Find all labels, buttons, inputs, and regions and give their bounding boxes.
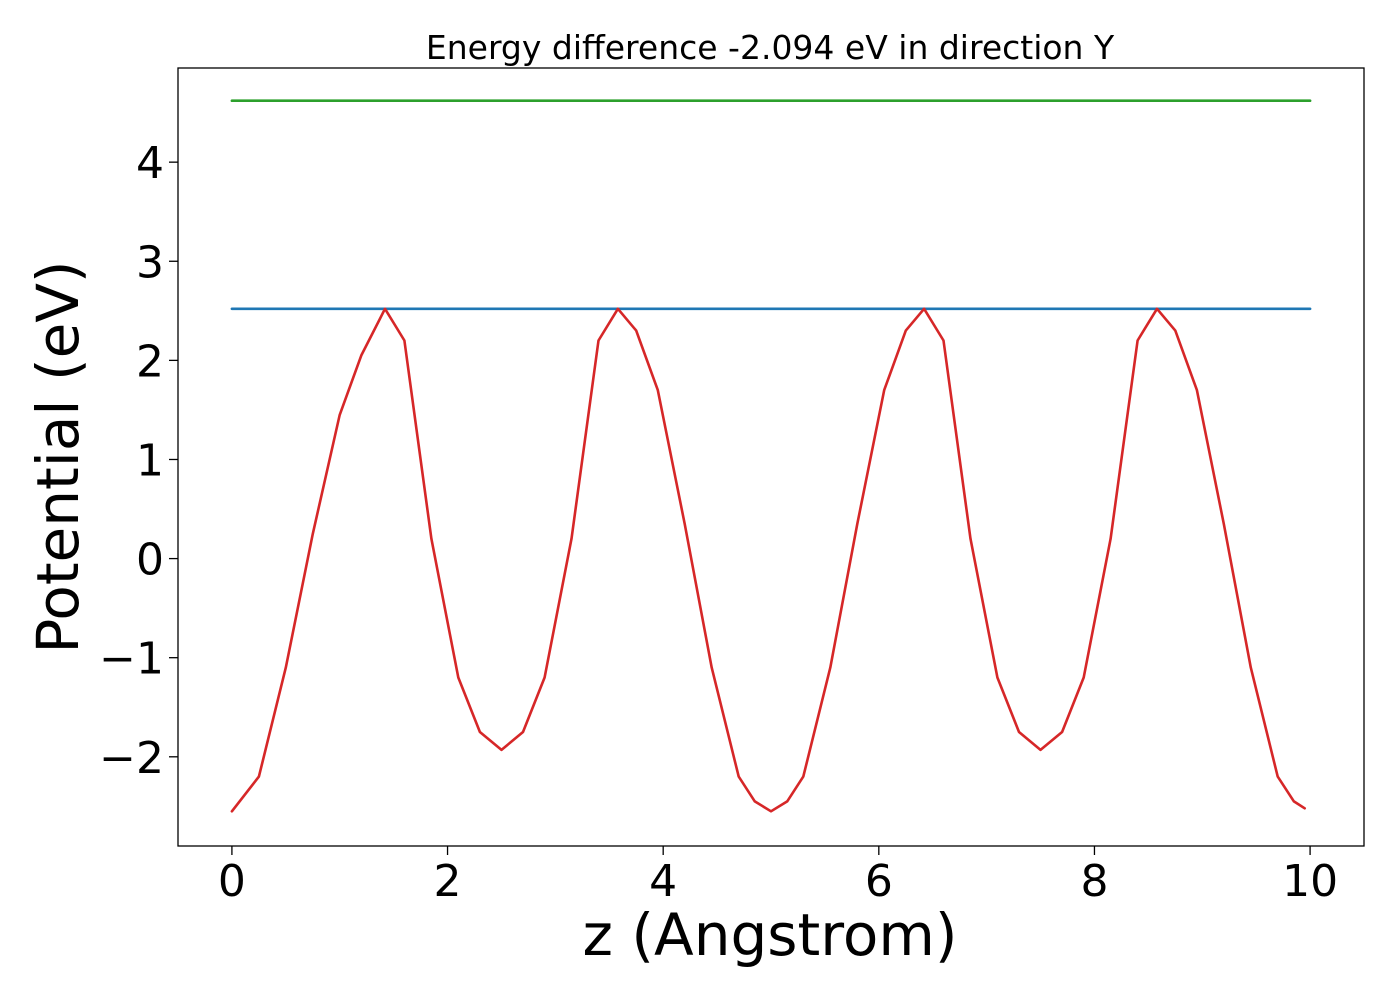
y-tick-label: −2 (99, 733, 164, 784)
x-tick-label: 2 (434, 856, 462, 907)
y-tick-label: −1 (99, 634, 164, 685)
x-axis: 0 2 4 6 8 10 (218, 846, 1338, 907)
y-tick-label: 4 (136, 138, 164, 189)
x-tick-label: 0 (218, 856, 246, 907)
x-tick-label: 6 (865, 856, 893, 907)
y-tick-label: 2 (136, 336, 164, 387)
y-axis-label: Potential (eV) (24, 260, 92, 653)
chart-title: Energy difference -2.094 eV in direction… (426, 28, 1115, 67)
plot-area (177, 67, 1365, 847)
y-tick-label: 3 (136, 237, 164, 288)
series-layer (230, 99, 1312, 813)
x-tick-label: 8 (1080, 856, 1108, 907)
y-axis: −2 −1 0 1 2 3 4 (99, 138, 178, 784)
y-tick-label: 1 (136, 435, 164, 486)
series-line-2 (230, 307, 1306, 813)
x-tick-label: 10 (1282, 856, 1338, 907)
x-axis-label: z (Angstrom) (583, 901, 958, 969)
y-tick-label: 0 (136, 535, 164, 586)
x-tick-label: 4 (649, 856, 677, 907)
